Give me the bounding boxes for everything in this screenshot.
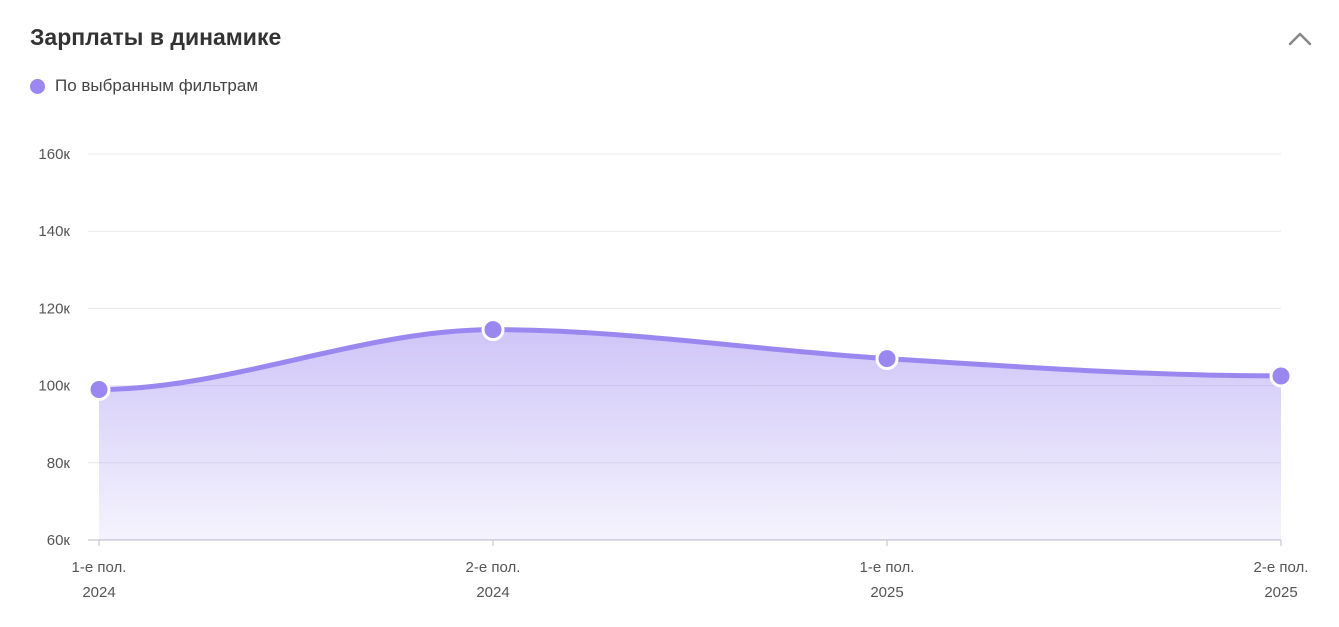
x-tick-label: 2-е пол. [1254,559,1309,576]
x-tick-label-year: 2024 [476,584,509,601]
series-area [99,329,1281,540]
x-tick-label-year: 2025 [870,584,903,601]
x-tick-label: 2-е пол. [466,559,521,576]
y-tick-label: 80к [47,455,71,472]
series-line [96,327,1284,392]
chevron-up-icon [1288,32,1312,46]
chart-title: Зарплаты в динамике [30,24,282,50]
x-tick-label: 1-е пол. [860,559,915,576]
collapse-button[interactable] [1286,26,1314,50]
legend-label: По выбранным фильтрам [55,76,259,95]
y-tick-label: 160к [38,146,70,163]
data-point [875,347,899,371]
legend-marker [30,78,45,94]
y-tick-label: 60к [47,532,71,549]
y-tick-label: 140к [38,223,70,240]
data-point [87,377,111,401]
x-tick-label-year: 2025 [1264,584,1297,601]
x-tick-label: 1-е пол. [72,559,127,576]
x-tick-label-year: 2024 [82,584,115,601]
data-point [1269,364,1293,388]
y-tick-label: 100к [38,378,70,395]
data-point [481,318,505,342]
chart-legend: По выбранным фильтрам [30,76,258,96]
y-tick-label: 120к [38,300,70,317]
